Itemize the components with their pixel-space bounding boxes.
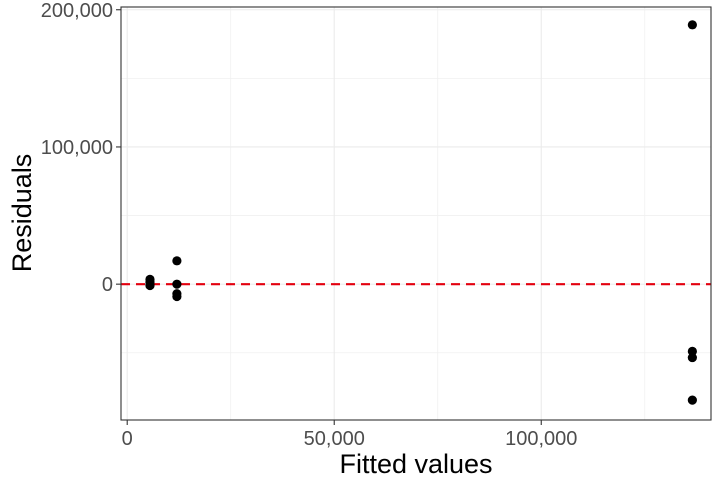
data-points <box>145 20 697 405</box>
data-point <box>145 280 155 290</box>
data-point <box>687 395 697 405</box>
data-point <box>172 256 182 266</box>
x-tick-label: 0 <box>122 428 133 450</box>
x-tick-label: 100,000 <box>505 428 577 450</box>
data-point <box>687 352 697 363</box>
plot-background <box>121 7 711 420</box>
y-axis-ticks: 0 100,000 200,000 <box>41 0 121 296</box>
major-gridlines <box>121 7 711 420</box>
y-tick-label: 0 <box>102 274 113 296</box>
x-tick-label: 50,000 <box>304 428 365 450</box>
y-axis-title: Residuals <box>7 154 37 273</box>
data-point <box>172 291 182 302</box>
y-tick-label: 100,000 <box>41 137 113 159</box>
x-axis-title: Fitted values <box>339 449 492 479</box>
minor-gridlines <box>121 7 711 420</box>
data-point <box>687 20 697 30</box>
data-point <box>172 279 182 289</box>
plot-panel-border <box>120 6 712 421</box>
y-tick-label: 200,000 <box>41 0 113 22</box>
x-axis-ticks: 0 50,000 100,000 <box>122 420 577 450</box>
